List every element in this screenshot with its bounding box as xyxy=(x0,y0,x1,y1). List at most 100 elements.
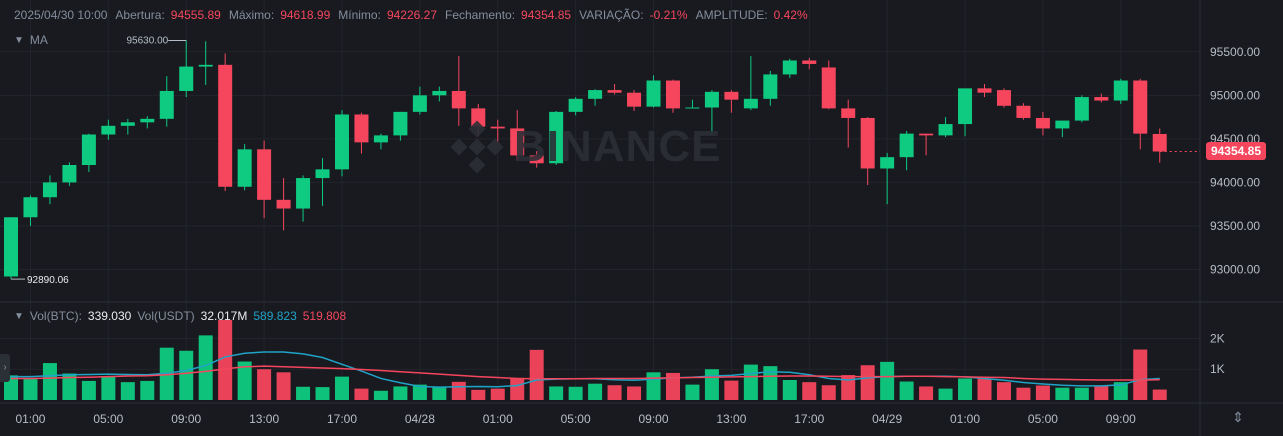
candle-body xyxy=(373,135,388,143)
candle xyxy=(977,84,992,98)
candle xyxy=(432,86,447,102)
candle xyxy=(724,90,739,113)
candle-body xyxy=(549,111,564,164)
candle-body xyxy=(646,80,661,107)
low-label: Mínimo: xyxy=(338,8,381,22)
candle-body xyxy=(802,60,817,64)
candle-body xyxy=(198,64,213,67)
candle-body xyxy=(159,90,174,119)
price-tick-label: 94000.00 xyxy=(1210,175,1260,189)
price-tick-label: 95000.00 xyxy=(1210,88,1260,102)
volume-tick-label: 2K xyxy=(1210,331,1225,345)
candle xyxy=(1055,120,1070,138)
candle xyxy=(1035,111,1050,136)
candle-body xyxy=(1113,80,1128,101)
price-tick-label: 93500.00 xyxy=(1210,219,1260,233)
candle xyxy=(412,86,427,115)
ma-label: MA xyxy=(29,33,48,47)
candle-body xyxy=(996,90,1011,106)
volume-header[interactable]: ▼ Vol(BTC): 339.030 Vol(USDT) 32.017M 58… xyxy=(14,309,346,323)
candle xyxy=(1074,95,1089,123)
time-tick-label: 04/29 xyxy=(872,412,902,426)
candle-body xyxy=(1016,105,1031,118)
volume-bar xyxy=(81,380,96,400)
candle xyxy=(237,144,252,191)
candle xyxy=(1016,103,1031,120)
candle-body xyxy=(471,108,486,127)
time-tick-label: 05:00 xyxy=(561,412,591,426)
candle-body xyxy=(880,157,895,169)
volume-bar xyxy=(296,386,311,400)
price-tick-label: 95500.00 xyxy=(1210,45,1260,59)
candle xyxy=(101,119,116,140)
volume-bar xyxy=(451,381,466,400)
volume-bar xyxy=(607,385,622,400)
candle xyxy=(627,90,642,111)
volume-bar xyxy=(198,335,213,400)
volume-bar xyxy=(743,364,758,400)
time-tick-label: 17:00 xyxy=(794,412,824,426)
time-tick-label: 09:00 xyxy=(1106,412,1136,426)
chevron-down-icon[interactable]: ▼ xyxy=(14,34,24,46)
time-tick-label: 01:00 xyxy=(15,412,45,426)
volume-bars xyxy=(4,320,1167,400)
vol-usdt-label: Vol(USDT) xyxy=(137,309,195,323)
candle-body xyxy=(724,91,739,100)
volume-bar xyxy=(354,388,369,400)
candle-body xyxy=(958,88,973,125)
vol-usdt-value: 32.017M xyxy=(200,309,248,323)
grid-lines xyxy=(0,0,1200,400)
time-tick-label: 05:00 xyxy=(93,412,123,426)
volume-bar xyxy=(490,388,505,400)
candle-body xyxy=(685,107,700,109)
candle xyxy=(841,99,856,148)
candle xyxy=(782,58,797,78)
change-value: -0.21% xyxy=(649,8,688,22)
candle-body xyxy=(919,133,934,136)
volume-bar xyxy=(549,386,564,400)
ma-indicator-toggle[interactable]: ▼ MA xyxy=(14,33,48,47)
candle-body xyxy=(42,182,57,198)
volume-bar xyxy=(510,377,525,400)
candle-body xyxy=(101,125,116,135)
candle-body xyxy=(315,169,330,179)
volume-bar xyxy=(977,378,992,400)
candle-body xyxy=(1094,97,1109,101)
volume-bar xyxy=(568,386,583,400)
volume-bar xyxy=(841,375,856,400)
candle xyxy=(1133,78,1148,150)
binance-watermark: BINANCE xyxy=(450,120,721,174)
volume-bar xyxy=(802,382,817,400)
high-label: Máximo: xyxy=(228,8,275,22)
candle-body xyxy=(451,90,466,109)
candle-body xyxy=(841,108,856,118)
change-label: VARIAÇÃO: xyxy=(579,8,644,22)
candle xyxy=(665,79,680,113)
candle xyxy=(743,56,758,111)
time-tick-label: 01:00 xyxy=(483,412,513,426)
expand-panel-handle[interactable]: › xyxy=(0,354,10,382)
vol-ma1-value: 589.823 xyxy=(253,309,297,323)
candle-body xyxy=(334,114,349,170)
current-price-tag: 94354.85 xyxy=(1205,141,1266,160)
watermark-text: BINANCE xyxy=(514,122,722,171)
chevron-down-icon[interactable]: ▼ xyxy=(14,310,24,322)
fit-to-screen-icon[interactable]: ⇕ xyxy=(1232,409,1244,425)
volume-bar xyxy=(899,381,914,400)
volume-bar xyxy=(627,386,642,400)
volume-bar xyxy=(880,361,895,400)
time-tick-label: 09:00 xyxy=(171,412,201,426)
candle-body xyxy=(218,64,233,187)
candle xyxy=(549,111,564,165)
candle xyxy=(588,89,603,106)
price-tick-label: 93000.00 xyxy=(1210,263,1260,277)
candle xyxy=(938,117,953,138)
candle-body xyxy=(899,133,914,158)
time-tick-label: 01:00 xyxy=(950,412,980,426)
candle xyxy=(821,60,836,110)
candle xyxy=(958,88,973,137)
candle xyxy=(763,70,778,106)
time-tick-label: 04/28 xyxy=(405,412,435,426)
candle xyxy=(120,118,135,135)
